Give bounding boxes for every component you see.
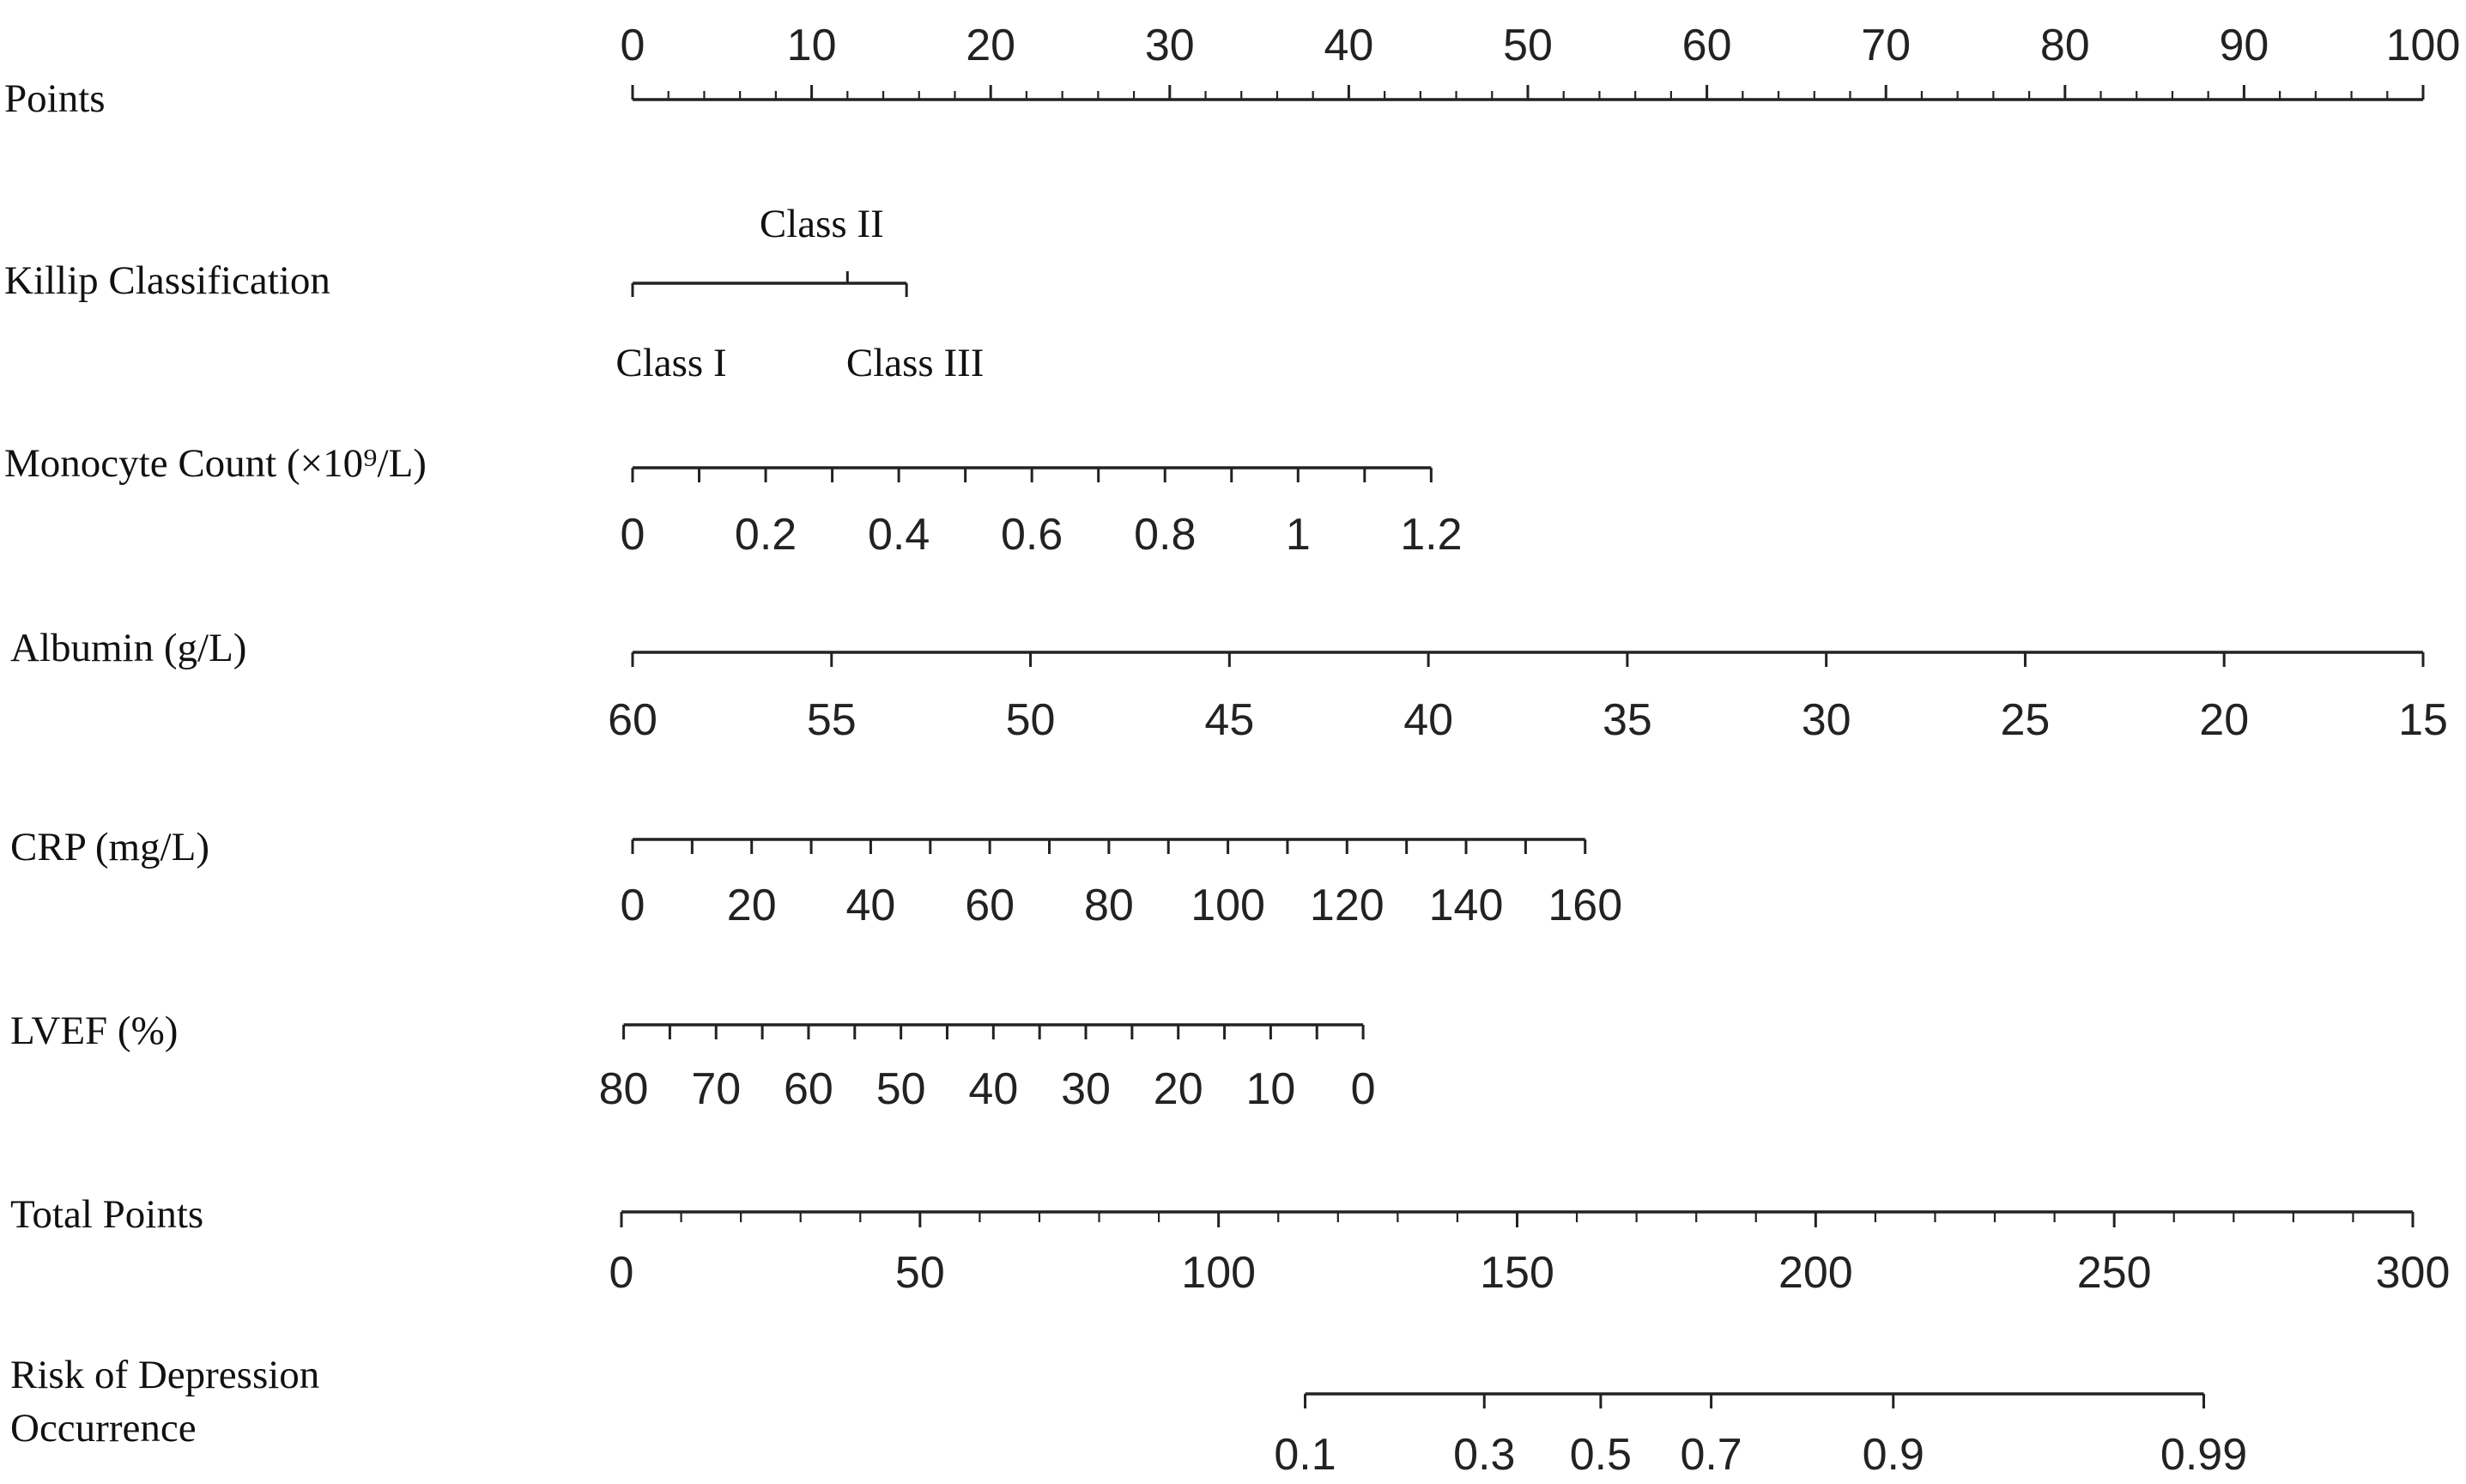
points-tick-label: 20 bbox=[966, 21, 1015, 70]
crp-tick-label: 80 bbox=[1084, 881, 1134, 930]
risk-tick-label: 0.1 bbox=[1274, 1430, 1336, 1480]
crp-tick-label: 40 bbox=[846, 881, 896, 930]
lvef-tick-label: 40 bbox=[968, 1064, 1018, 1114]
points-tick-label: 50 bbox=[1503, 21, 1553, 70]
killip-category-label: Class I bbox=[615, 341, 726, 385]
points-tick-label: 100 bbox=[2386, 21, 2461, 70]
total-points-row-label: Total Points bbox=[10, 1192, 203, 1237]
risk-tick-label: 0.99 bbox=[2160, 1430, 2247, 1480]
crp-tick-label: 140 bbox=[1429, 881, 1504, 930]
albumin-tick-label: 30 bbox=[1802, 695, 1851, 745]
lvef-tick-label: 60 bbox=[784, 1064, 833, 1114]
killip-category-label: Class III bbox=[846, 341, 985, 385]
crp-tick-label: 60 bbox=[965, 881, 1015, 930]
points-tick-label: 70 bbox=[1861, 21, 1911, 70]
crp-tick-label: 20 bbox=[727, 881, 777, 930]
risk-tick-label: 0.9 bbox=[1863, 1430, 1924, 1480]
albumin-tick-label: 45 bbox=[1204, 695, 1254, 745]
points-tick-label: 40 bbox=[1324, 21, 1373, 70]
albumin-tick-label: 55 bbox=[807, 695, 857, 745]
lvef-tick-label: 50 bbox=[876, 1064, 926, 1114]
risk-row-label-line1: Risk of Depression bbox=[10, 1353, 319, 1397]
monocyte-tick-label: 0.8 bbox=[1134, 510, 1196, 560]
points-tick-label: 0 bbox=[621, 21, 645, 70]
risk-row-label-line2: Occurrence bbox=[10, 1406, 197, 1451]
albumin-tick-label: 35 bbox=[1603, 695, 1652, 745]
crp-tick-label: 120 bbox=[1310, 881, 1384, 930]
albumin-tick-label: 40 bbox=[1403, 695, 1453, 745]
risk-tick-label: 0.7 bbox=[1680, 1430, 1742, 1480]
total-points-tick-label: 250 bbox=[2077, 1248, 2152, 1298]
crp-tick-label: 100 bbox=[1191, 881, 1265, 930]
monocyte-row-label: Monocyte Count (×10⁹/L) bbox=[4, 441, 427, 486]
points-tick-label: 10 bbox=[787, 21, 837, 70]
points-tick-label: 80 bbox=[2040, 21, 2090, 70]
points-tick-label: 60 bbox=[1682, 21, 1732, 70]
total-points-tick-label: 0 bbox=[609, 1248, 634, 1298]
points-row-label: Points bbox=[4, 76, 106, 121]
total-points-tick-label: 50 bbox=[895, 1248, 945, 1298]
lvef-tick-label: 0 bbox=[1351, 1064, 1376, 1114]
crp-tick-label: 160 bbox=[1548, 881, 1622, 930]
risk-tick-label: 0.5 bbox=[1570, 1430, 1632, 1480]
albumin-tick-label: 25 bbox=[2001, 695, 2051, 745]
monocyte-tick-label: 0.4 bbox=[868, 510, 930, 560]
monocyte-tick-label: 0 bbox=[621, 510, 645, 560]
lvef-tick-label: 30 bbox=[1061, 1064, 1111, 1114]
monocyte-tick-label: 1 bbox=[1286, 510, 1311, 560]
lvef-tick-label: 80 bbox=[599, 1064, 649, 1114]
lvef-tick-label: 70 bbox=[691, 1064, 741, 1114]
risk-tick-label: 0.3 bbox=[1453, 1430, 1515, 1480]
albumin-tick-label: 60 bbox=[608, 695, 657, 745]
total-points-tick-label: 150 bbox=[1480, 1248, 1554, 1298]
albumin-tick-label: 20 bbox=[2199, 695, 2249, 745]
albumin-tick-label: 50 bbox=[1006, 695, 1056, 745]
monocyte-tick-label: 0.2 bbox=[735, 510, 797, 560]
monocyte-tick-label: 1.2 bbox=[1400, 510, 1462, 560]
killip-row-label: Killip Classification bbox=[4, 258, 330, 303]
monocyte-tick-label: 0.6 bbox=[1001, 510, 1063, 560]
points-tick-label: 90 bbox=[2219, 21, 2269, 70]
lvef-row-label: LVEF (%) bbox=[10, 1009, 178, 1053]
lvef-tick-label: 10 bbox=[1245, 1064, 1295, 1114]
crp-tick-label: 0 bbox=[621, 881, 645, 930]
points-tick-label: 30 bbox=[1145, 21, 1195, 70]
albumin-tick-label: 15 bbox=[2398, 695, 2448, 745]
albumin-row-label: Albumin (g/L) bbox=[10, 626, 246, 670]
killip-category-label: Class II bbox=[760, 202, 884, 246]
crp-row-label: CRP (mg/L) bbox=[10, 825, 209, 869]
total-points-tick-label: 100 bbox=[1181, 1248, 1256, 1298]
total-points-tick-label: 300 bbox=[2376, 1248, 2451, 1298]
lvef-tick-label: 20 bbox=[1154, 1064, 1203, 1114]
total-points-tick-label: 200 bbox=[1778, 1248, 1853, 1298]
